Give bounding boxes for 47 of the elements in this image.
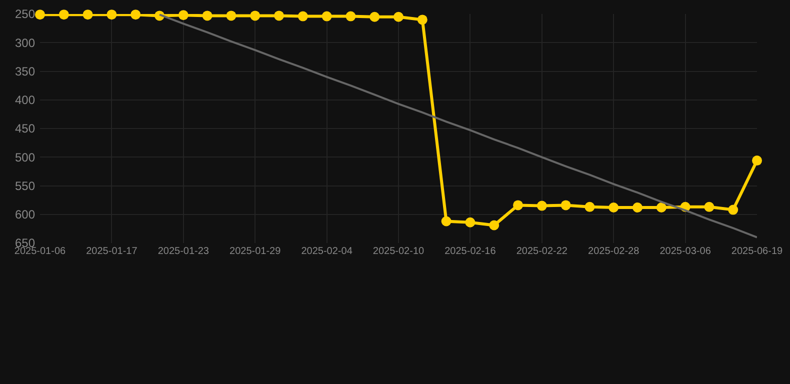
x-tick-label: 2025-06-19: [731, 246, 784, 257]
point: [202, 10, 212, 21]
point: [560, 200, 571, 210]
point: [178, 10, 188, 20]
point: [465, 217, 476, 228]
x-tick-label: 2025-03-06: [660, 246, 712, 257]
x-tick-label: 2025-01-17: [86, 246, 138, 257]
point: [58, 10, 69, 20]
point: [656, 202, 666, 213]
point: [728, 204, 738, 215]
point: [106, 10, 117, 20]
y-tick-label: 300: [14, 36, 36, 50]
point: [608, 202, 619, 213]
y-tick-label: 500: [14, 150, 36, 164]
point: [513, 200, 523, 210]
x-tick-label: 2025-01-23: [158, 246, 210, 257]
y-tick-label: 550: [14, 178, 36, 193]
point: [35, 10, 45, 20]
point: [346, 11, 356, 22]
point: [417, 14, 428, 25]
x-tick-label: 2025-02-10: [372, 246, 425, 257]
point: [704, 202, 714, 212]
point: [489, 220, 500, 230]
point: [274, 10, 284, 21]
point: [298, 11, 308, 22]
point: [250, 10, 260, 21]
point: [82, 10, 93, 20]
y-tick-label: 350: [14, 64, 36, 78]
point: [584, 202, 595, 212]
point: [441, 216, 452, 226]
y-tick-label: 450: [14, 122, 36, 136]
x-tick-label: 2025-02-04: [301, 246, 353, 257]
y-tick-label: 600: [14, 208, 36, 222]
point: [322, 11, 332, 22]
point: [370, 12, 380, 22]
x-tick-label: 2025-01-29: [230, 246, 282, 257]
point: [632, 202, 642, 213]
y-tick-label: 400: [14, 93, 36, 108]
y-tick-label: 250: [14, 7, 36, 22]
x-tick-label: 2025-02-22: [516, 246, 568, 257]
point: [130, 10, 141, 20]
x-tick-label: 2025-02-28: [588, 246, 640, 257]
point: [752, 156, 762, 166]
point: [394, 12, 404, 22]
x-tick-label: 2025-02-16: [444, 246, 496, 257]
point: [536, 200, 547, 211]
point: [226, 10, 236, 21]
